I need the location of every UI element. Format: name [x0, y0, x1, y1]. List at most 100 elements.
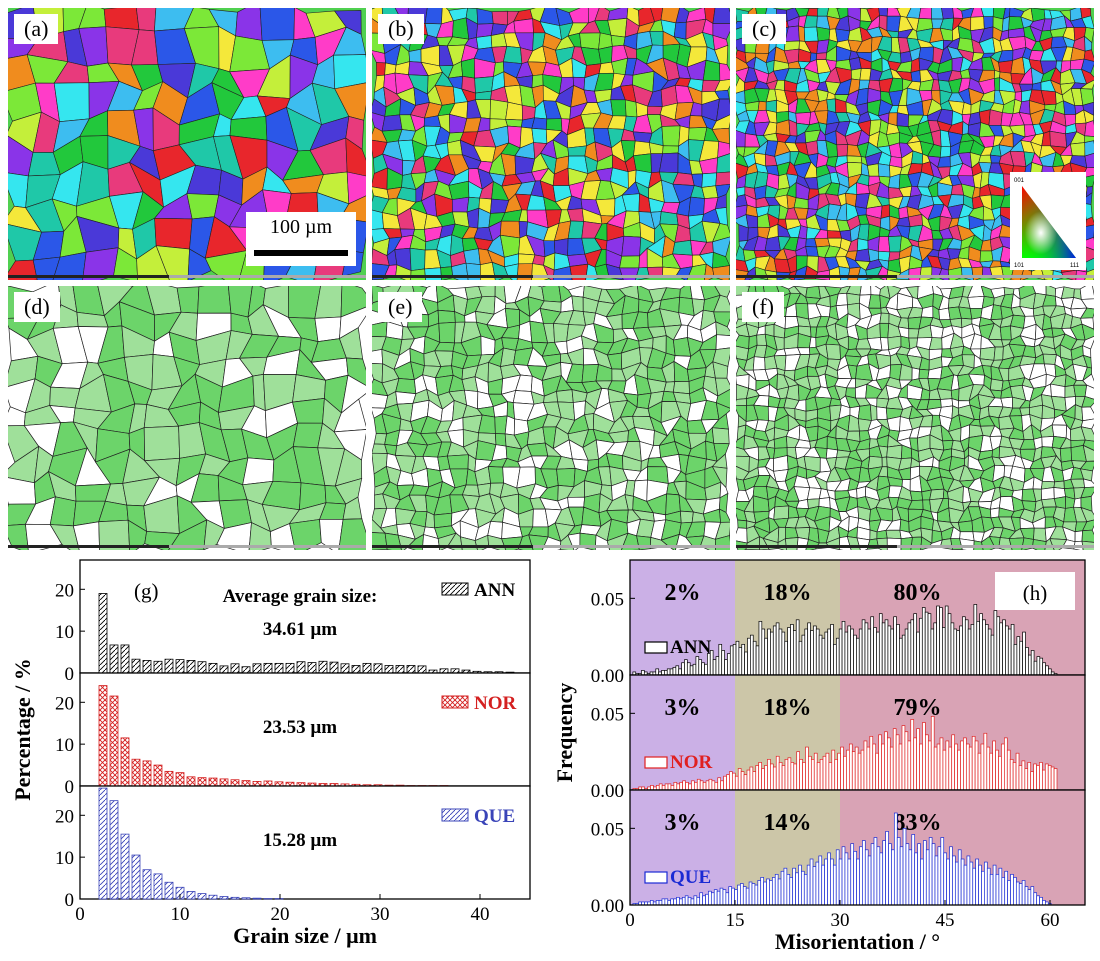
grain	[1084, 120, 1094, 137]
grain	[372, 348, 384, 365]
bar	[907, 622, 912, 676]
grain	[136, 8, 157, 32]
bar	[741, 643, 745, 676]
grain	[971, 266, 984, 280]
bar	[186, 891, 196, 900]
grain	[868, 294, 882, 309]
bar	[186, 660, 196, 674]
grain	[805, 286, 821, 299]
grain	[242, 457, 275, 486]
bar	[1019, 640, 1023, 676]
bar	[787, 757, 792, 791]
bar	[186, 776, 196, 787]
legend-label: NOR	[670, 752, 713, 773]
bar	[859, 846, 863, 906]
bar	[1013, 877, 1017, 906]
grain	[713, 294, 730, 313]
region-percentage: 80%	[894, 580, 942, 606]
bar	[406, 665, 416, 674]
bar	[933, 622, 937, 676]
bar	[752, 771, 757, 791]
bar	[772, 625, 777, 676]
bar	[914, 852, 918, 906]
bar	[834, 758, 839, 791]
bar	[679, 781, 683, 791]
bar	[761, 768, 765, 791]
bar	[893, 812, 898, 906]
bar	[1027, 889, 1032, 906]
map-footer-text	[169, 545, 366, 548]
legend-swatch	[441, 695, 469, 709]
grain	[826, 230, 842, 239]
bar	[838, 858, 843, 906]
bar	[153, 660, 163, 674]
bar	[841, 846, 846, 906]
bar	[827, 628, 831, 676]
grain	[447, 139, 463, 156]
bar	[687, 896, 692, 906]
x-tick-label: 20	[271, 904, 290, 925]
grain	[785, 537, 799, 550]
panel-label-a: (a)	[14, 14, 59, 44]
grain	[886, 444, 903, 460]
bar	[901, 634, 906, 676]
bar	[718, 643, 723, 676]
bar	[986, 867, 991, 906]
bar	[953, 628, 958, 676]
map-footer-text	[533, 545, 730, 548]
bar	[850, 843, 855, 906]
map-e: (e)	[372, 286, 730, 550]
bar	[1036, 656, 1041, 676]
bar	[905, 843, 910, 906]
y-tick-label: 0	[65, 664, 75, 685]
bar	[649, 900, 654, 906]
grain	[1001, 16, 1010, 32]
bar	[1030, 771, 1034, 791]
bar	[670, 898, 674, 906]
y-tick-label: 0.05	[591, 589, 624, 610]
map-footer-text	[897, 545, 1094, 548]
bar	[867, 628, 872, 676]
grain	[957, 520, 974, 533]
grain	[503, 45, 523, 64]
bar	[998, 867, 1003, 906]
bar	[760, 877, 764, 906]
grain	[345, 137, 366, 177]
grain	[879, 312, 890, 324]
bar	[708, 778, 713, 791]
bar	[208, 777, 218, 787]
bar	[772, 766, 777, 791]
bar	[899, 637, 903, 676]
bar	[816, 762, 821, 791]
bar	[993, 610, 998, 676]
bar	[664, 898, 669, 906]
grain	[1080, 298, 1094, 310]
bar	[981, 870, 985, 906]
bar	[784, 758, 789, 791]
bar	[230, 896, 240, 900]
bar	[928, 837, 933, 906]
bar	[799, 758, 803, 791]
grain	[719, 63, 730, 82]
bar	[725, 892, 730, 906]
grain	[1084, 384, 1094, 400]
bar	[1021, 880, 1026, 906]
bar	[746, 769, 751, 791]
bar	[861, 619, 866, 676]
bar	[1042, 662, 1046, 676]
bar	[979, 613, 983, 676]
region-percentage: 3%	[665, 810, 701, 836]
bar	[672, 666, 677, 676]
bar	[980, 743, 985, 791]
ipf-color-legend: 001 101 111	[1010, 172, 1086, 270]
region-percentage: 14%	[764, 810, 812, 836]
bar	[822, 755, 827, 791]
bar	[774, 873, 779, 906]
bar	[951, 734, 955, 791]
bar	[939, 607, 943, 676]
bar	[763, 881, 767, 906]
y-tick-label: 0.05	[591, 819, 624, 840]
ipf-label-left: 101	[1014, 263, 1025, 269]
bar	[837, 752, 841, 791]
bar	[1002, 619, 1006, 676]
